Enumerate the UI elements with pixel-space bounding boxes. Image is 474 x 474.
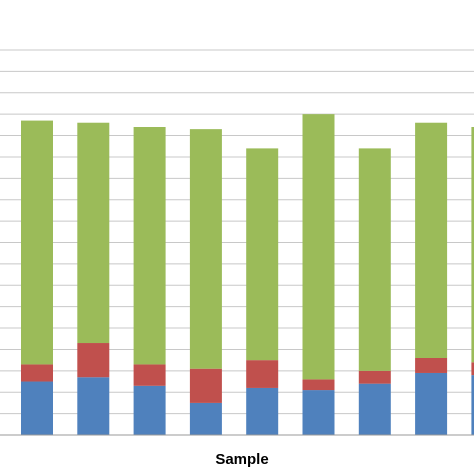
bar-segment xyxy=(302,379,335,391)
bar-segment xyxy=(471,362,474,376)
bar-segment xyxy=(77,343,110,378)
x-axis-title: Sample xyxy=(215,451,268,468)
bar-segment xyxy=(415,358,448,373)
bar-segment xyxy=(471,375,474,435)
bar-segment xyxy=(415,372,448,435)
bar-segment xyxy=(358,148,391,371)
bar-segment xyxy=(133,127,166,365)
bar-segment xyxy=(415,122,448,358)
bar-segment xyxy=(246,387,279,435)
bar-segment xyxy=(189,402,222,435)
bar-segment xyxy=(77,377,110,435)
bar-segment xyxy=(302,114,335,380)
bar-segment xyxy=(471,127,474,363)
bar-segment xyxy=(21,381,53,435)
bar-segment xyxy=(133,385,166,435)
bar-segment xyxy=(246,148,279,361)
bar-segment xyxy=(133,364,166,386)
bar-segment xyxy=(302,390,335,435)
bar-segment xyxy=(21,364,53,382)
bar-segment xyxy=(358,370,391,384)
bar-segment xyxy=(189,368,222,403)
bar-segment xyxy=(358,383,391,435)
bar-segment xyxy=(246,360,279,388)
bar-segment xyxy=(77,122,110,344)
bar-segment xyxy=(21,120,53,365)
bar-segment xyxy=(189,129,222,369)
